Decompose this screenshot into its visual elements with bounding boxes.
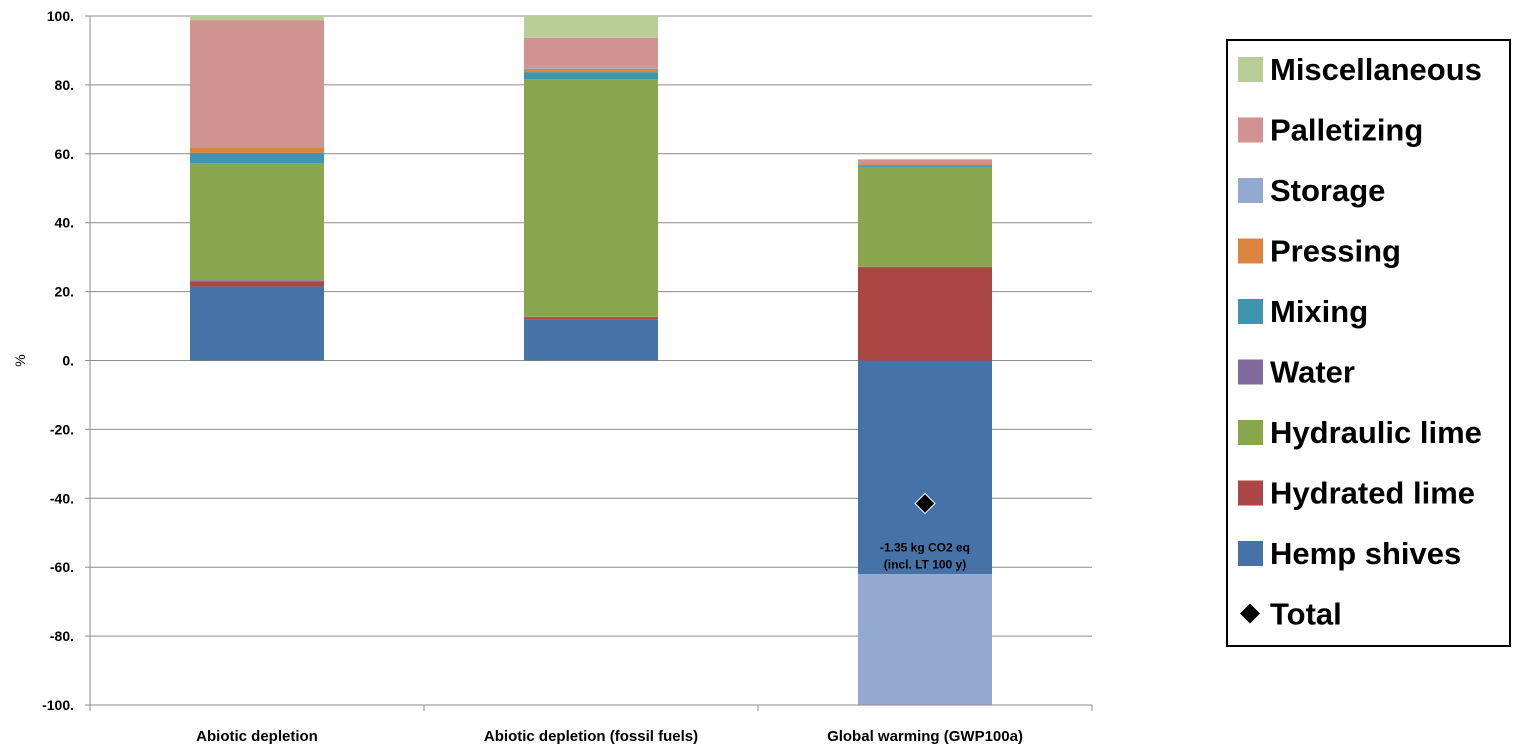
bar-mixing-1 — [190, 152, 324, 164]
bar-hemp-shives-2 — [524, 319, 658, 361]
legend-swatch-mixing — [1238, 299, 1263, 324]
bar-hydrated-lime-3 — [858, 267, 992, 361]
y-tick-label: -40. — [50, 490, 74, 506]
legend-label-palletizing: Palletizing — [1270, 113, 1423, 148]
bar-hydraulic-lime-1 — [190, 163, 324, 281]
bars — [190, 16, 992, 705]
bar-pressing-3 — [858, 164, 992, 166]
y-tick-label: 40. — [55, 215, 74, 231]
legend: Miscellaneous Palletizing Storage Pressing M… — [1226, 39, 1511, 647]
y-tick-labels: 100. 80. 60. 40. 20. 0. -20. -40. -60. -80. -100. — [42, 8, 74, 713]
legend-marker-total — [1240, 603, 1260, 624]
bar-miscellaneous-1 — [190, 16, 324, 21]
bar-water-2 — [524, 316, 658, 318]
bar-hydrated-lime-1 — [190, 281, 324, 287]
y-tick-label: -100. — [42, 697, 74, 713]
legend-swatch-storage — [1238, 178, 1263, 203]
legend-swatch-water — [1238, 359, 1263, 385]
y-tick-label: -60. — [50, 559, 74, 575]
legend-swatch-palletizing — [1238, 117, 1263, 143]
bar-water-3 — [858, 266, 992, 268]
category-label: Global warming (GWP100a) — [827, 728, 1023, 745]
legend-label-hydraulic-lime: Hydraulic lime — [1270, 415, 1482, 450]
y-tick-label: 20. — [55, 284, 74, 300]
bar-hemp-shives-1 — [190, 286, 324, 361]
bar-hemp-shives-3 — [858, 360, 992, 575]
legend-label-storage: Storage — [1270, 173, 1385, 208]
legend-swatch-hydraulic-lime — [1238, 420, 1263, 445]
legend-swatch-miscellaneous — [1238, 57, 1263, 82]
bar-palletizing-3 — [858, 160, 992, 165]
bar-hydrated-lime-2 — [524, 317, 658, 320]
bar-palletizing-1 — [190, 20, 324, 148]
legend-label-total: Total — [1270, 597, 1342, 632]
y-tick-label: -80. — [50, 628, 74, 644]
bar-pressing-1 — [190, 147, 324, 153]
y-axis-title: % — [12, 354, 28, 366]
category-label: Abiotic depletion (fossil fuels) — [484, 728, 698, 745]
bar-miscellaneous-3 — [858, 158, 992, 161]
y-tick-label: 60. — [55, 146, 74, 162]
bar-miscellaneous-2 — [524, 16, 658, 38]
legend-box — [1226, 39, 1511, 647]
total-annotation: -1.35 kg CO2 eq — [880, 540, 970, 554]
category-labels: Abiotic depletion Abiotic depletion (foss… — [196, 728, 1023, 745]
y-tick-label: -20. — [50, 421, 74, 437]
y-tick-label: 100. — [47, 8, 74, 24]
axes — [85, 15, 1093, 711]
bar-hydraulic-lime-3 — [858, 166, 992, 267]
bar-mixing-3 — [858, 165, 992, 167]
legend-label-pressing: Pressing — [1270, 234, 1401, 269]
legend-label-mixing: Mixing — [1270, 294, 1368, 329]
legend-swatch-hemp-shives — [1238, 541, 1263, 566]
bar-mixing-2 — [524, 72, 658, 80]
bar-palletizing-2 — [524, 37, 658, 67]
bar-hydraulic-lime-2 — [524, 79, 658, 317]
bar-water-1 — [190, 280, 324, 282]
bar-storage-3 — [858, 574, 992, 705]
legend-label-hydrated-lime: Hydrated lime — [1270, 476, 1475, 511]
category-label: Abiotic depletion — [196, 728, 318, 745]
total-marker — [914, 492, 936, 515]
legend-label-hemp-shives: Hemp shives — [1270, 536, 1461, 571]
annotations: -1.35 kg CO2 eq (incl. LT 100 y) — [880, 540, 970, 571]
legend-swatch-pressing — [1238, 238, 1263, 264]
bar-pressing-2 — [524, 68, 658, 73]
y-tick-label: 80. — [55, 77, 74, 93]
legend-label-miscellaneous: Miscellaneous — [1270, 52, 1482, 87]
bar-storage-2 — [524, 66, 658, 69]
y-tick-label: 0. — [62, 353, 74, 369]
legend-swatch-hydrated-lime — [1238, 480, 1263, 506]
total-annotation: (incl. LT 100 y) — [884, 557, 966, 571]
legend-label-water: Water — [1270, 355, 1355, 390]
